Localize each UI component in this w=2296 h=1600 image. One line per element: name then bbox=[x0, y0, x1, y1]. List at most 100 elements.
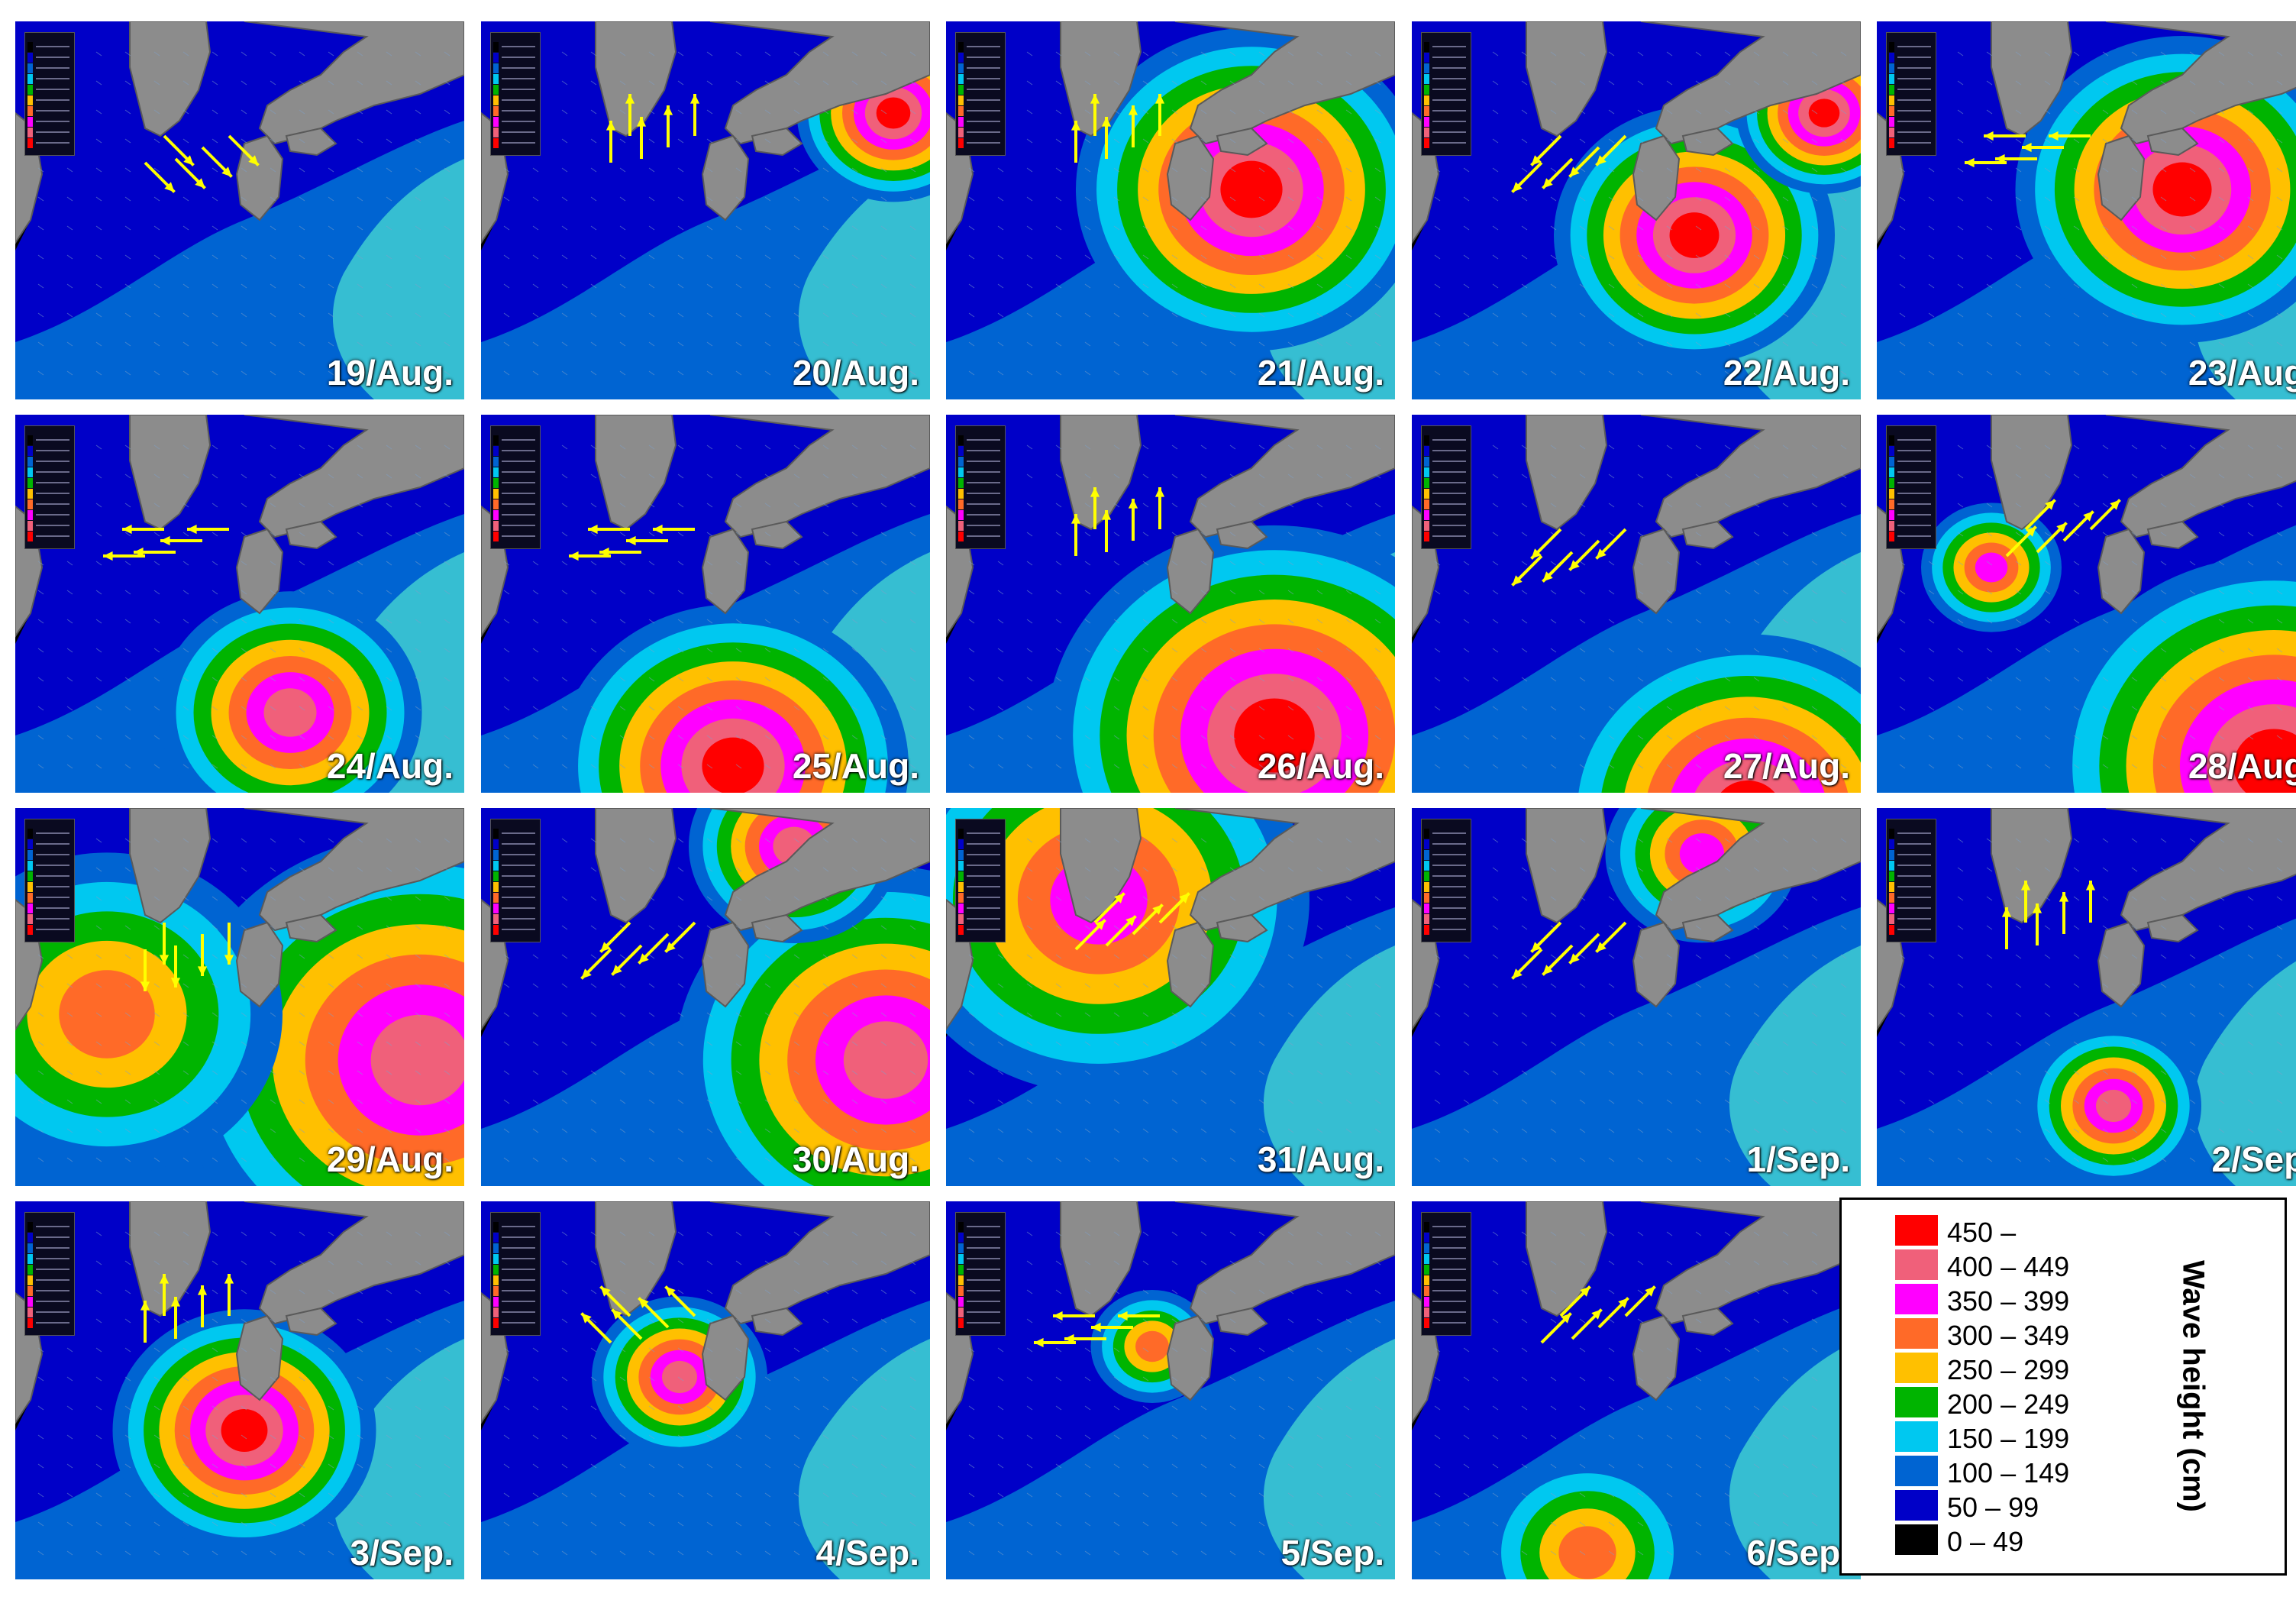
legend-entry: 200 – 249 bbox=[1895, 1387, 2139, 1420]
land-kyushu bbox=[1166, 528, 1215, 615]
arrow-head bbox=[140, 981, 150, 991]
arrow-head bbox=[1114, 893, 1125, 903]
wave-map bbox=[481, 21, 930, 399]
arrow-head bbox=[665, 942, 676, 952]
current-arrows bbox=[1511, 528, 1627, 587]
land-shikoku bbox=[1216, 127, 1268, 157]
sea-band-light bbox=[798, 1339, 930, 1579]
wave-map-panel: 20/Aug. bbox=[481, 21, 930, 399]
legend-swatch bbox=[1895, 1421, 1938, 1452]
arrow-head bbox=[221, 166, 232, 177]
storm-contours bbox=[2026, 1025, 2201, 1186]
mini-colorbar bbox=[955, 32, 1006, 156]
arrow-head bbox=[1070, 514, 1081, 524]
wind-vector-grid bbox=[1899, 51, 2283, 376]
contour-band bbox=[1694, 759, 1801, 793]
arrow-head bbox=[2056, 522, 2067, 533]
land-shikoku bbox=[285, 913, 337, 943]
panel-date-label: 19/Aug. bbox=[326, 353, 454, 393]
land-kyushu bbox=[1166, 921, 1215, 1008]
arrow-head bbox=[2020, 881, 2031, 891]
wave-map bbox=[15, 1201, 464, 1579]
legend-swatch bbox=[1895, 1249, 1938, 1280]
arrow-head bbox=[1580, 1286, 1590, 1297]
arrow-head bbox=[2059, 892, 2069, 902]
arrow-head bbox=[1512, 182, 1523, 192]
arrow-head bbox=[2085, 881, 2096, 891]
arrow-head bbox=[159, 1274, 170, 1284]
wave-map bbox=[1412, 808, 1861, 1186]
wind-vector-grid bbox=[37, 838, 450, 1162]
arrow-head bbox=[605, 121, 616, 131]
contour-band bbox=[263, 688, 317, 737]
wave-map bbox=[15, 808, 464, 1186]
arrow-head bbox=[1531, 155, 1542, 166]
arrow-head bbox=[636, 117, 647, 127]
current-arrows bbox=[2001, 881, 2096, 949]
arrow-head bbox=[638, 953, 649, 964]
contour-band bbox=[702, 737, 764, 793]
arrow-head bbox=[1542, 178, 1553, 189]
wave-map-panel: 30/Aug. bbox=[481, 808, 930, 1186]
arrow-head bbox=[588, 524, 598, 535]
current-arrows bbox=[569, 524, 695, 561]
arrow-head bbox=[1152, 904, 1163, 915]
wave-map-panel: 26/Aug. bbox=[946, 415, 1395, 793]
arrow-head bbox=[1128, 105, 1138, 115]
contour-band bbox=[221, 1408, 268, 1453]
legend-label: 150 – 199 bbox=[1947, 1423, 2070, 1454]
land-kyushu bbox=[1632, 1314, 1681, 1401]
arrow-head bbox=[1569, 560, 1580, 571]
contour-band bbox=[1720, 780, 1775, 793]
arrow-head bbox=[1984, 131, 1994, 141]
arrow-head bbox=[1101, 510, 1112, 520]
arrow-head bbox=[1531, 548, 1542, 559]
arrow-head bbox=[134, 547, 144, 558]
mini-colorbar bbox=[1421, 425, 1471, 549]
arrow-head bbox=[1090, 94, 1100, 104]
panel-date-label: 1/Sep. bbox=[1746, 1139, 1850, 1179]
arrow-head bbox=[653, 524, 663, 535]
legend-swatch bbox=[1895, 1318, 1938, 1349]
wind-vector-grid bbox=[37, 1231, 450, 1556]
arrow-head bbox=[103, 551, 113, 561]
land-kyushu bbox=[701, 134, 750, 221]
contour-band bbox=[59, 970, 155, 1059]
arrow-head bbox=[600, 1286, 611, 1297]
contour-band bbox=[1975, 552, 2008, 583]
land-shikoku bbox=[2146, 520, 2199, 550]
arrow-head bbox=[638, 1298, 649, 1308]
arrow-head bbox=[2001, 907, 2012, 917]
arrow-head bbox=[1542, 965, 1553, 975]
panel-date-label: 5/Sep. bbox=[1280, 1533, 1384, 1573]
arrow-head bbox=[2026, 526, 2036, 537]
arrow-head bbox=[197, 1285, 208, 1295]
arrow-head bbox=[1034, 1337, 1044, 1348]
land-shikoku bbox=[1681, 1307, 1734, 1337]
arrow-head bbox=[600, 942, 611, 952]
current-arrows bbox=[1965, 131, 2091, 168]
wave-map-panel: 27/Aug. bbox=[1412, 415, 1861, 793]
land-shikoku bbox=[2146, 913, 2199, 943]
wave-map-panel: 25/Aug. bbox=[481, 415, 930, 793]
land-korea bbox=[1526, 21, 1608, 137]
storm-contours bbox=[1076, 27, 1395, 351]
wave-map-panel: 29/Aug. bbox=[15, 808, 464, 1186]
land-shikoku bbox=[1216, 913, 1268, 943]
mini-colorbar bbox=[1421, 32, 1471, 156]
land-shikoku bbox=[2146, 127, 2199, 157]
arrow-head bbox=[159, 955, 170, 965]
land-shikoku bbox=[1681, 520, 1734, 550]
legend-swatch bbox=[1895, 1387, 1938, 1417]
panel-date-label: 21/Aug. bbox=[1257, 353, 1384, 393]
land-korea bbox=[1526, 808, 1608, 924]
wave-map bbox=[15, 21, 464, 399]
contour-band bbox=[1558, 1526, 1616, 1579]
land-korea bbox=[1060, 1201, 1142, 1317]
arrow-head bbox=[1512, 575, 1523, 586]
wind-vector-grid bbox=[503, 1231, 916, 1556]
arrow-head bbox=[2032, 903, 2043, 913]
arrow-head bbox=[122, 524, 132, 535]
arrow-head bbox=[1154, 94, 1165, 104]
legend-label: 450 – bbox=[1947, 1217, 2017, 1248]
